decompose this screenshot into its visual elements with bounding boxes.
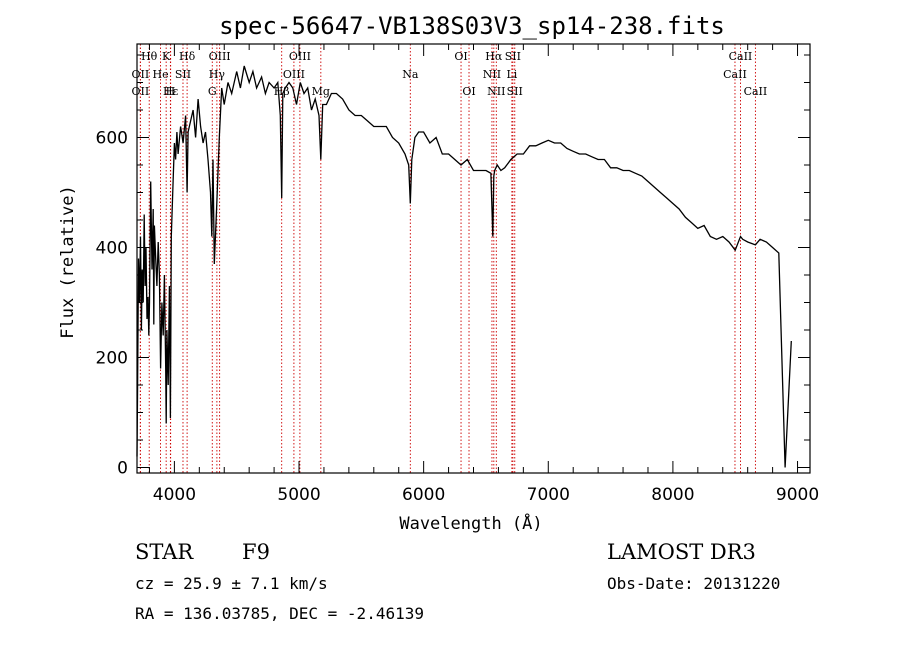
x-tick-label: 6000: [402, 485, 445, 505]
line-label-He: He: [153, 68, 169, 81]
line-label-Hβ: Hβ: [274, 85, 290, 98]
line-label-NII: NII: [487, 85, 505, 98]
x-tick-label: 5000: [277, 485, 320, 505]
line-label-OII: OII: [132, 68, 150, 81]
y-tick-label: 200: [96, 349, 128, 369]
line-label-CaII: CaII: [729, 50, 753, 63]
y-tick-label: 400: [96, 239, 128, 259]
chart-title: spec-56647-VB138S03V3_sp14-238.fits: [219, 12, 725, 40]
line-label-NII: NII: [483, 68, 501, 81]
observation-date: Obs-Date: 20131220: [607, 574, 781, 593]
line-label-Li: Li: [506, 68, 517, 81]
line-label-Na: Na: [402, 68, 419, 81]
line-label-OIII: OIII: [283, 68, 305, 81]
line-label-H: H: [166, 85, 176, 98]
plot-frame: [136, 43, 811, 474]
line-label-OI: OI: [462, 85, 475, 98]
spectrum-line: [136, 65, 792, 468]
spectral-subclass: F9: [242, 540, 270, 564]
line-label-OI: OI: [454, 50, 467, 63]
x-axis-label: Wavelength (Å): [399, 512, 542, 534]
line-label-K: K: [162, 50, 171, 63]
line-label-Hα: Hα: [485, 50, 503, 63]
line-label-Hε: Hε: [163, 85, 179, 98]
redshift-cz: cz = 25.9 ± 7.1 km/s: [135, 574, 328, 593]
line-label-OIII: OIII: [209, 50, 231, 63]
line-label-OIII: OIII: [289, 50, 311, 63]
line-label-SII: SII: [507, 85, 523, 98]
line-label-Hθ: Hθ: [141, 50, 158, 63]
spectral-line-markers: [139, 44, 756, 473]
line-label-CaII: CaII: [744, 85, 768, 98]
y-axis-label: Flux (relative): [58, 185, 78, 339]
line-label-Hδ: Hδ: [179, 50, 196, 63]
y-tick-label: 600: [96, 129, 128, 149]
object-class: STAR: [135, 540, 194, 564]
y-tick-label: 0: [117, 459, 128, 479]
axis-tick-labels: 4000 5000 6000 7000 8000 9000 0 200 400 600: [96, 129, 820, 506]
line-label-G: G: [208, 85, 217, 98]
x-tick-label: 7000: [527, 485, 570, 505]
line-label-Hγ: Hγ: [209, 68, 226, 81]
x-tick-label: 9000: [776, 485, 819, 505]
line-label-OII: OII: [132, 85, 150, 98]
x-tick-label: 8000: [651, 485, 694, 505]
survey-name: LAMOST DR3: [607, 540, 756, 564]
x-tick-label: 4000: [153, 485, 196, 505]
coordinates: RA = 136.03785, DEC = -2.46139: [135, 604, 424, 623]
line-label-SII: SII: [175, 68, 191, 81]
line-label-Mg: Mg: [312, 85, 330, 98]
line-label-CaII: CaII: [723, 68, 747, 81]
line-label-SII: SII: [505, 50, 521, 63]
axis-ticks: [137, 44, 810, 473]
